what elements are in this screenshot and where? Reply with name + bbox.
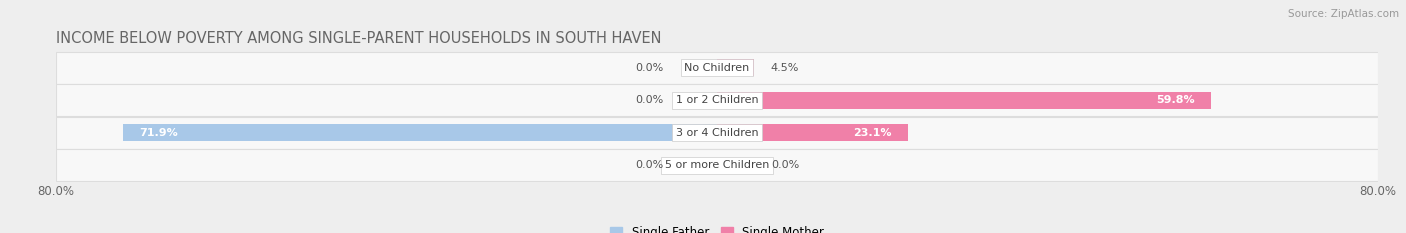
Text: 23.1%: 23.1%	[853, 128, 891, 138]
Text: 59.8%: 59.8%	[1156, 95, 1195, 105]
Legend: Single Father, Single Mother: Single Father, Single Mother	[606, 221, 828, 233]
Text: 4.5%: 4.5%	[770, 63, 799, 72]
Text: 1 or 2 Children: 1 or 2 Children	[676, 95, 758, 105]
Text: 71.9%: 71.9%	[139, 128, 179, 138]
Bar	[56, 84, 1378, 116]
Bar	[56, 51, 1378, 84]
Bar	[717, 124, 908, 141]
Text: 0.0%: 0.0%	[636, 161, 664, 170]
Bar	[717, 92, 1211, 109]
Text: 0.0%: 0.0%	[770, 161, 799, 170]
Bar	[124, 124, 717, 141]
Text: 0.0%: 0.0%	[636, 63, 664, 72]
Text: 5 or more Children: 5 or more Children	[665, 161, 769, 170]
Text: 3 or 4 Children: 3 or 4 Children	[676, 128, 758, 138]
Text: 0.0%: 0.0%	[636, 95, 664, 105]
Text: Source: ZipAtlas.com: Source: ZipAtlas.com	[1288, 9, 1399, 19]
Text: No Children: No Children	[685, 63, 749, 72]
Bar	[56, 117, 1378, 149]
Text: INCOME BELOW POVERTY AMONG SINGLE-PARENT HOUSEHOLDS IN SOUTH HAVEN: INCOME BELOW POVERTY AMONG SINGLE-PARENT…	[56, 31, 662, 46]
Bar	[56, 149, 1378, 182]
Bar	[717, 59, 754, 76]
